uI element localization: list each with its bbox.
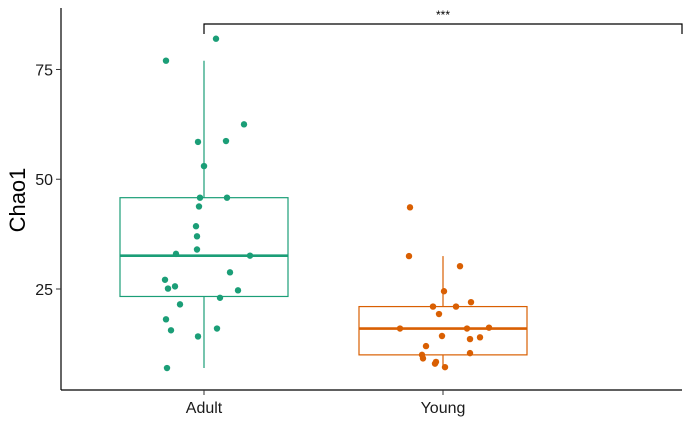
significance-label: ***: [436, 8, 450, 22]
adult-point: [194, 333, 202, 340]
young-point: [429, 303, 437, 310]
adult-point: [223, 194, 231, 201]
adult-point: [171, 283, 179, 290]
adult-point: [234, 287, 242, 294]
adult-point: [240, 121, 248, 128]
adult-point: [162, 57, 170, 64]
young-point: [456, 262, 464, 270]
young-point: [485, 324, 493, 331]
young-point: [441, 363, 449, 371]
young-point: [438, 332, 446, 340]
adult-point: [176, 301, 184, 308]
adult-point: [193, 246, 201, 253]
x-tick-label: Young: [421, 400, 466, 417]
y-tick-label: 50: [35, 172, 53, 189]
young-point: [440, 288, 448, 295]
tick-layer: Adult Young 25 50 75: [35, 62, 465, 417]
adult-point: [163, 364, 171, 372]
significance-bracket: ***: [203, 8, 683, 34]
adult-point: [164, 285, 172, 292]
adult-point: [161, 276, 169, 283]
young-point: [466, 335, 474, 343]
adult-point: [196, 194, 204, 201]
x-tick-label: Adult: [186, 400, 223, 417]
adult-point: [213, 325, 221, 332]
y-tick-label: 75: [35, 62, 53, 79]
young-point: [435, 310, 443, 318]
adult-point: [226, 269, 234, 276]
young-point: [452, 303, 460, 310]
adult-point: [222, 137, 230, 145]
adult-point: [200, 162, 208, 170]
adult-point: [193, 233, 201, 240]
adult-point: [192, 223, 200, 230]
y-axis-title: Chao1: [5, 168, 30, 233]
point-layer: [161, 35, 493, 372]
axis-layer: [60, 8, 682, 391]
adult-point: [216, 294, 224, 301]
significance-bracket-line: [203, 23, 683, 34]
young-point: [431, 360, 439, 367]
young-point: [419, 355, 427, 362]
young-box: [358, 305, 528, 356]
young-point: [476, 334, 484, 341]
adult-point: [194, 138, 202, 146]
box-layer: [119, 60, 528, 369]
adult-point: [172, 250, 180, 258]
adult-box: [119, 197, 289, 298]
young-point: [463, 325, 471, 332]
y-tick-label: 25: [35, 282, 53, 299]
young-point: [396, 325, 404, 332]
young-point: [466, 349, 474, 357]
young-point: [405, 252, 413, 260]
young-point: [406, 204, 414, 211]
young-point: [422, 342, 430, 350]
adult-point: [212, 35, 220, 42]
young-point: [467, 298, 475, 306]
adult-point: [167, 327, 175, 334]
adult-point: [246, 252, 254, 259]
adult-point: [195, 203, 203, 210]
adult-point: [162, 316, 170, 323]
